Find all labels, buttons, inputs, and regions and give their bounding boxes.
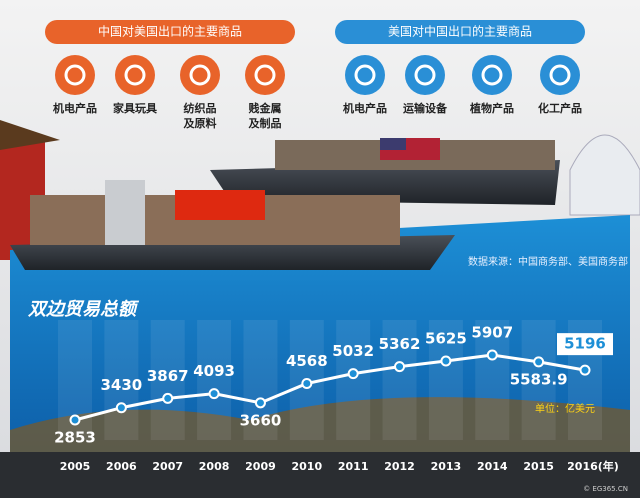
item-label: 及制品: [249, 116, 282, 130]
item-icon-inner: [189, 64, 211, 86]
data-label: 5032: [332, 342, 374, 360]
data-label: 5625: [425, 330, 467, 348]
item-icon: [115, 55, 155, 95]
data-label: 5196: [564, 335, 606, 353]
item-icon-inner: [124, 64, 146, 86]
panel-title: 中国对美国出口的主要商品: [98, 24, 242, 39]
point: [394, 361, 406, 373]
point: [440, 355, 452, 367]
data-label: 3867: [147, 367, 189, 385]
line: [74, 353, 586, 422]
x-tick-label: 2008: [199, 460, 230, 473]
data-label: 2853: [54, 429, 96, 447]
item-icon-inner: [414, 64, 436, 86]
item-icon-inner: [354, 64, 376, 86]
item-icon: [472, 55, 512, 95]
column-band: [475, 320, 510, 440]
column-band: [428, 320, 463, 440]
hills: [10, 397, 630, 455]
point: [301, 377, 313, 389]
item-label: 纺织品: [184, 101, 217, 115]
source: 数据来源：中国商务部、美国商务部: [468, 255, 628, 268]
item-label: 化工产品: [538, 101, 582, 115]
item-label: 植物产品: [469, 101, 514, 115]
x-tick-label: 2013: [431, 460, 462, 473]
floor: [0, 452, 640, 498]
us-flag-canton: [380, 138, 406, 150]
data-label: 4568: [286, 352, 328, 370]
item-label: 机电产品: [343, 101, 387, 115]
panel-header: [45, 20, 295, 44]
item-icon: [345, 55, 385, 95]
data-label: 3430: [100, 376, 142, 394]
highlight-box: [557, 333, 613, 356]
item-icon: [55, 55, 95, 95]
item-label: 机电产品: [53, 101, 97, 115]
column-band: [243, 320, 278, 440]
item-icon: [245, 55, 285, 95]
column-band: [521, 320, 556, 440]
point: [533, 356, 545, 368]
x-tick-label: 2016(年): [567, 459, 619, 473]
cn-flag: [175, 190, 265, 220]
point: [208, 388, 220, 400]
x-tick-label: 2010: [292, 460, 323, 473]
point: [579, 364, 591, 376]
point: [254, 397, 266, 409]
column-band: [104, 320, 139, 440]
point: [115, 402, 127, 414]
watermark: © EG365.CN: [583, 485, 628, 493]
column-band: [197, 320, 232, 440]
column-band: [150, 320, 185, 440]
x-tick-label: 2007: [152, 460, 183, 473]
point: [486, 349, 498, 361]
unit-label: 单位：亿美元: [535, 402, 595, 415]
x-tick-label: 2012: [384, 460, 415, 473]
chart-title: 双边贸易总额: [27, 299, 140, 320]
item-label: 家具玩具: [113, 101, 157, 115]
column-band: [336, 320, 371, 440]
bridge: [105, 180, 145, 245]
x-tick-label: 2006: [106, 460, 137, 473]
data-label: 4093: [193, 362, 235, 380]
data-label: 3660: [240, 411, 282, 429]
item-icon-inner: [254, 64, 276, 86]
x-tick-label: 2009: [245, 460, 276, 473]
data-label: 5583.9: [510, 370, 568, 388]
item-icon-inner: [549, 64, 571, 86]
point: [69, 414, 81, 426]
item-icon: [405, 55, 445, 95]
panel-title: 美国对中国出口的主要商品: [388, 24, 532, 39]
data-label: 5362: [379, 335, 421, 353]
item-label: 贱金属: [249, 101, 282, 115]
x-tick-label: 2015: [523, 460, 554, 473]
item-icon: [180, 55, 220, 95]
item-label: 运输设备: [403, 101, 448, 115]
point: [162, 392, 174, 404]
item-icon: [540, 55, 580, 95]
item-icon-inner: [64, 64, 86, 86]
x-tick-label: 2014: [477, 460, 508, 473]
panel-header: [335, 20, 585, 44]
column-band: [382, 320, 417, 440]
x-tick-label: 2011: [338, 460, 369, 473]
point: [347, 368, 359, 380]
x-tick-label: 2005: [60, 460, 91, 473]
ship-us: [210, 160, 560, 205]
data-label: 5907: [471, 324, 513, 342]
item-label: 及原料: [184, 116, 217, 130]
palace-roof: [0, 120, 60, 150]
item-icon-inner: [481, 64, 503, 86]
